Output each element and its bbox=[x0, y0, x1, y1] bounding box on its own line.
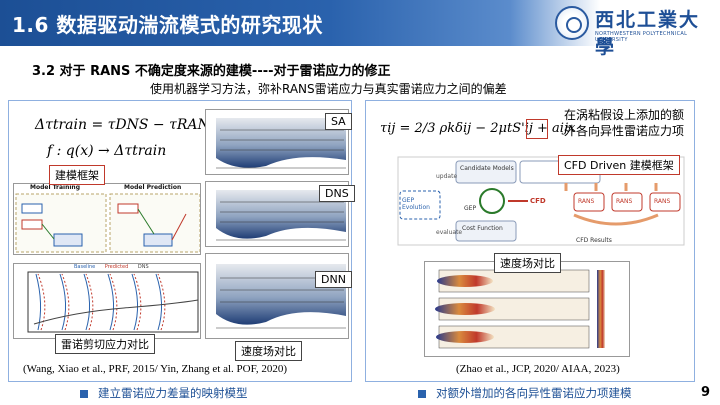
shear-stress-svg bbox=[27, 271, 199, 333]
prediction-title: Model Prediction bbox=[124, 184, 182, 191]
right-citation: (Zhao et al., JCP, 2020/ AIAA, 2023) bbox=[456, 363, 620, 375]
velocity-label-right: 速度场对比 bbox=[494, 253, 561, 273]
node-candidate-models: Candidate Models bbox=[460, 165, 514, 172]
legend-predicted: Predicted bbox=[104, 264, 129, 270]
node-rans-2: RANS bbox=[616, 198, 633, 205]
shear-stress-label: 雷诺剪切应力对比 bbox=[55, 334, 155, 354]
node-gep: GEP bbox=[464, 205, 477, 212]
right-panel: τij = 2/3 ρkδij − 2μtS'ij + aijx 在涡粘假设上添… bbox=[365, 100, 695, 382]
flow-field-dnn bbox=[205, 253, 349, 339]
cfd-driven-label: CFD Driven 建模框架 bbox=[558, 155, 680, 175]
header: 1.6 数据驱动湍流模式的研究现状 西北工業大學 NORTHWESTERN PO… bbox=[0, 0, 720, 58]
node-gep-evolution: GEP Evolution bbox=[402, 197, 430, 211]
header-bar bbox=[0, 0, 600, 46]
flow-field-sa bbox=[205, 109, 349, 175]
left-citation: (Wang, Xiao et al., PRF, 2015/ Yin, Zhan… bbox=[23, 363, 287, 375]
node-cost-function: Cost Function bbox=[462, 225, 503, 232]
flow-sa-svg bbox=[216, 118, 346, 169]
anisotropy-annotation: 在涡粘假设上添加的额外各向异性雷诺应力项 bbox=[564, 108, 685, 138]
node-rans-1: RANS bbox=[578, 198, 595, 205]
flow-field-dns bbox=[205, 181, 349, 247]
flow-label-dns: DNS bbox=[319, 185, 355, 202]
shear-legend: Baseline Predicted DNS bbox=[74, 264, 149, 270]
logo-subtitle: NORTHWESTERN POLYTECHNICAL UNIVERSITY bbox=[595, 31, 688, 43]
section-heading: 3.2 对于 RANS 不确定度来源的建模----对于雷诺应力的修正 bbox=[32, 64, 391, 79]
training-title: Model Training bbox=[30, 184, 80, 191]
velocity-contour-svg bbox=[435, 269, 605, 349]
flow-dns-svg bbox=[216, 190, 346, 241]
node-cfd-results: CFD Results bbox=[576, 237, 612, 244]
bullet-square-icon bbox=[80, 389, 88, 398]
section-description: 使用机器学习方法，弥补RANS雷诺应力与真实雷诺应力之间的偏差 bbox=[150, 82, 507, 96]
legend-baseline: Baseline bbox=[74, 264, 96, 270]
velocity-contour-plot bbox=[424, 261, 630, 357]
edge-evaluate: evaluate bbox=[436, 229, 463, 236]
page-title: 1.6 数据驱动湍流模式的研究现状 bbox=[12, 13, 323, 37]
velocity-label-left: 速度场对比 bbox=[235, 341, 302, 361]
node-rans-3: RANS bbox=[654, 198, 671, 205]
university-seal-icon bbox=[555, 6, 589, 40]
formula-delta-tau: Δτtrain = τDNS − τRANS bbox=[35, 117, 220, 133]
page-number: 9 bbox=[700, 385, 710, 400]
framework-label: 建模框架 bbox=[49, 165, 105, 185]
edge-update: update bbox=[436, 173, 458, 180]
university-logo: 西北工業大學 NORTHWESTERN POLYTECHNICAL UNIVER… bbox=[555, 4, 715, 58]
bullet-left: 建立雷诺应力差量的映射模型 bbox=[80, 385, 248, 401]
flow-label-sa: SA bbox=[325, 113, 352, 130]
shear-stress-plot: Baseline Predicted DNS bbox=[13, 263, 201, 339]
bullet-left-text: 建立雷诺应力差量的映射模型 bbox=[98, 386, 248, 400]
left-panel: Δτtrain = τDNS − τRANS f : q(x) → Δτtrai… bbox=[8, 100, 355, 382]
node-cfd: CFD bbox=[530, 197, 546, 205]
anisotropy-term-highlight bbox=[526, 119, 548, 139]
flow-label-dnn: DNN bbox=[315, 271, 352, 288]
legend-dns: DNS bbox=[137, 264, 149, 270]
framework-svg bbox=[15, 193, 200, 253]
bullet-right-text: 对额外增加的各向异性雷诺应力项建模 bbox=[436, 386, 632, 400]
formula-mapping: f : q(x) → Δτtrain bbox=[47, 143, 167, 159]
bullet-square-icon bbox=[418, 389, 426, 398]
flow-dnn-svg bbox=[216, 264, 346, 329]
bullet-right: 对额外增加的各向异性雷诺应力项建模 bbox=[418, 385, 632, 401]
logo-name: 西北工業大學 bbox=[595, 9, 701, 58]
modeling-framework-diagram: Model Training Model Prediction bbox=[13, 183, 201, 255]
